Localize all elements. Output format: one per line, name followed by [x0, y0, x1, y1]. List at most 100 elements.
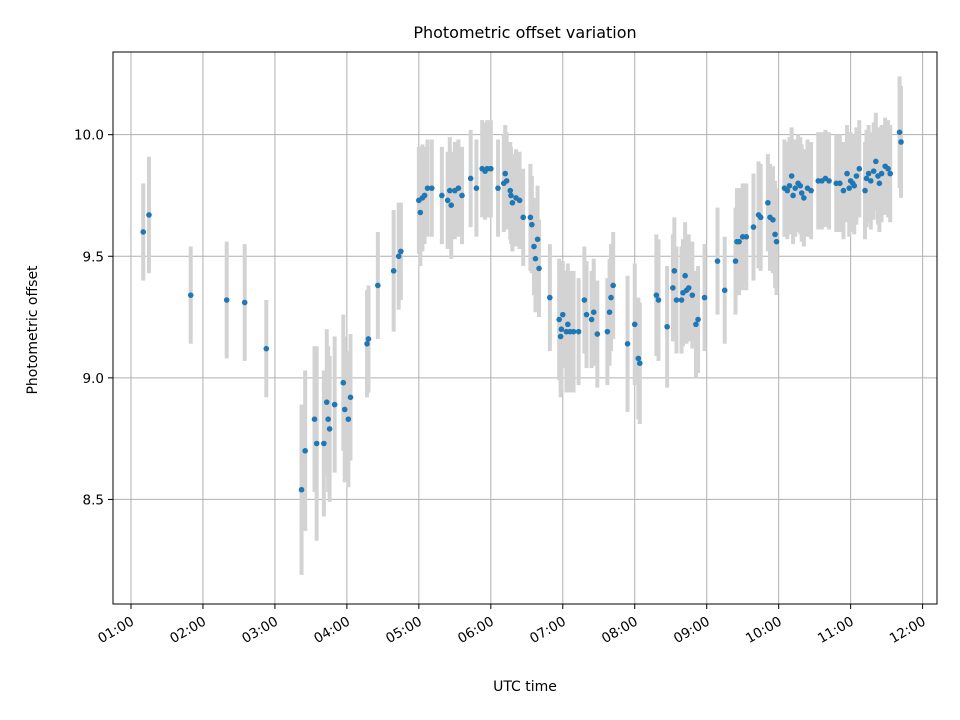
data-point [448, 202, 455, 208]
data-point [635, 355, 642, 362]
data-point [673, 297, 680, 303]
y-axis-ticks: 8.5 9.0 9.5 10.0 [74, 128, 113, 508]
x-tick-label: 05:00 [383, 614, 425, 647]
data-point [531, 243, 537, 250]
data-point [313, 440, 320, 447]
x-axis-label: UTC time [493, 679, 557, 695]
data-point [341, 406, 348, 413]
data-point [594, 331, 601, 337]
data-point [565, 321, 571, 328]
data-point [732, 258, 739, 264]
data-point [459, 192, 465, 199]
data-point [581, 297, 588, 303]
data-point [503, 178, 510, 184]
data-point [520, 214, 527, 221]
data-point [417, 209, 424, 216]
data-point [801, 195, 807, 201]
data-point [682, 272, 688, 279]
data-point [516, 197, 523, 204]
data-point [583, 311, 590, 318]
data-point [870, 168, 877, 174]
data-point [575, 328, 582, 335]
data-point [439, 192, 445, 199]
data-point [788, 173, 795, 179]
data-point [556, 316, 562, 323]
x-tick-label: 11:00 [815, 614, 857, 647]
data-point [606, 309, 613, 315]
data-point [608, 294, 614, 301]
data-point [862, 187, 868, 194]
data-point [851, 182, 858, 189]
x-axis-ticks: 01:00 02:00 03:00 04:00 05:00 06:00 07:00 08:00… [95, 604, 929, 647]
data-point [797, 182, 804, 189]
data-point [347, 394, 354, 401]
data-point [885, 165, 891, 172]
data-point [624, 341, 631, 347]
data-point [685, 285, 692, 291]
data-point [695, 316, 701, 323]
data-point [488, 165, 494, 172]
data-point [873, 158, 879, 165]
x-tick-label: 10:00 [743, 614, 785, 647]
data-point [757, 214, 764, 221]
data-point [867, 178, 874, 184]
data-point [588, 316, 595, 323]
data-point [424, 185, 431, 191]
y-tick-label: 8.5 [83, 492, 104, 508]
data-point [655, 297, 662, 303]
data-point [664, 323, 670, 330]
y-tick-label: 10.0 [74, 128, 104, 144]
y-axis-label: Photometric offset [25, 265, 41, 395]
data-point [375, 282, 381, 289]
data-point [241, 299, 248, 306]
data-point [840, 187, 847, 194]
data-point [678, 297, 685, 303]
data-point [534, 236, 541, 243]
data-point [508, 192, 514, 199]
data-point [765, 199, 771, 206]
data-point [527, 214, 534, 221]
chart-title: Photometric offset variation [413, 23, 636, 42]
error-bars [141, 76, 904, 575]
data-point [808, 187, 814, 194]
x-tick-label: 12:00 [887, 614, 929, 647]
x-tick-label: 02:00 [167, 614, 209, 647]
data-point [140, 229, 147, 235]
x-tick-label: 03:00 [239, 614, 281, 647]
x-tick-label: 04:00 [311, 614, 353, 647]
data-point [532, 255, 539, 262]
data-point [444, 197, 451, 204]
data-point [610, 282, 616, 289]
data-point [302, 448, 308, 454]
data-point [743, 234, 750, 240]
data-point [772, 231, 778, 238]
data-point [331, 401, 338, 408]
data-point [876, 180, 883, 187]
y-tick-label: 9.5 [83, 249, 104, 265]
data-point [670, 285, 676, 291]
data-point [701, 294, 708, 301]
data-point [345, 416, 352, 422]
data-point [421, 192, 428, 199]
x-tick-label: 09:00 [671, 614, 713, 647]
data-point [604, 328, 611, 335]
data-point [770, 216, 776, 223]
data-point [846, 185, 853, 191]
data-point [887, 170, 894, 177]
x-tick-label: 07:00 [527, 614, 569, 647]
data-point [311, 416, 318, 422]
data-point [547, 294, 553, 301]
data-point [898, 139, 904, 145]
grid [113, 52, 937, 604]
data-point [559, 311, 566, 318]
data-point [558, 326, 565, 333]
data-point [325, 416, 331, 422]
data-point [557, 333, 564, 340]
data-point [653, 292, 660, 298]
data-point [790, 192, 796, 199]
data-point [570, 328, 577, 335]
data-point [395, 253, 402, 260]
data-point [473, 185, 480, 191]
data-point [865, 170, 872, 177]
